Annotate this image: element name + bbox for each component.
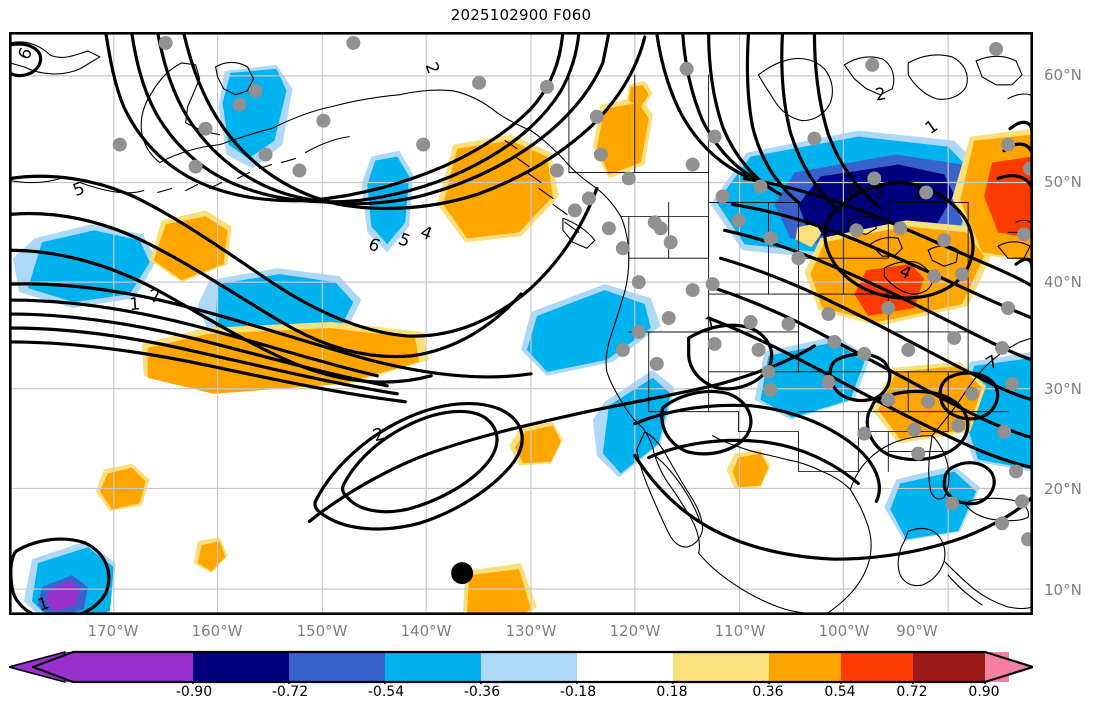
analysis-point-marker[interactable] <box>451 562 474 585</box>
lon-label-100w: 100°W <box>818 622 870 640</box>
svg-text:1: 1 <box>129 293 141 314</box>
lat-label-20n: 20°N <box>1044 480 1082 498</box>
lon-label-110w: 110°W <box>714 622 766 640</box>
colorbar-label-4: -0.18 <box>559 684 597 700</box>
lon-label-150w: 150°W <box>296 622 348 640</box>
colorbar-label-8: 0.72 <box>896 684 928 700</box>
colorbar-label-1: -0.72 <box>271 684 309 700</box>
colorbar-label-5: 0.18 <box>656 684 688 700</box>
colorbar-label-7: 0.54 <box>824 684 856 700</box>
lat-label-40n: 40°N <box>1044 273 1082 291</box>
colorbar-canvas <box>9 650 1033 684</box>
lat-label-30n: 30°N <box>1044 380 1082 398</box>
colorbar-label-0: -0.90 <box>175 684 213 700</box>
svg-text:2: 2 <box>148 284 163 306</box>
lon-label-130w: 130°W <box>505 622 557 640</box>
colorbar-label-3: -0.36 <box>463 684 501 700</box>
colorbar-label-2: -0.54 <box>367 684 405 700</box>
lon-label-90w: 90°W <box>896 622 938 640</box>
lat-label-50n: 50°N <box>1044 173 1082 191</box>
svg-text:2: 2 <box>874 83 888 105</box>
lon-label-170w: 170°W <box>87 622 139 640</box>
lat-label-10n: 10°N <box>1044 581 1082 599</box>
map-canvas: 6 2 5 2 1 6 5 4 6 5 3 4 1 2 1 7 2 <box>10 33 1032 614</box>
colorbar[interactable] <box>9 650 1033 684</box>
svg-text:1: 1 <box>703 312 718 334</box>
lon-label-120w: 120°W <box>609 622 661 640</box>
lon-label-140w: 140°W <box>400 622 452 640</box>
page-title: 2025102900 F060 <box>450 6 592 24</box>
colorbar-label-6: 0.36 <box>752 684 784 700</box>
colorbar-ticks <box>192 682 986 684</box>
colorbar-outline <box>31 650 1033 684</box>
station-markers <box>112 35 1032 547</box>
lat-label-60n: 60°N <box>1044 66 1082 84</box>
colorbar-label-9: 0.90 <box>968 684 1000 700</box>
map-panel[interactable]: 6 2 5 2 1 6 5 4 6 5 3 4 1 2 1 7 2 <box>9 32 1033 615</box>
lon-label-160w: 160°W <box>191 622 243 640</box>
height-contours <box>10 33 1032 614</box>
colorbar-bands-right <box>769 652 1033 682</box>
